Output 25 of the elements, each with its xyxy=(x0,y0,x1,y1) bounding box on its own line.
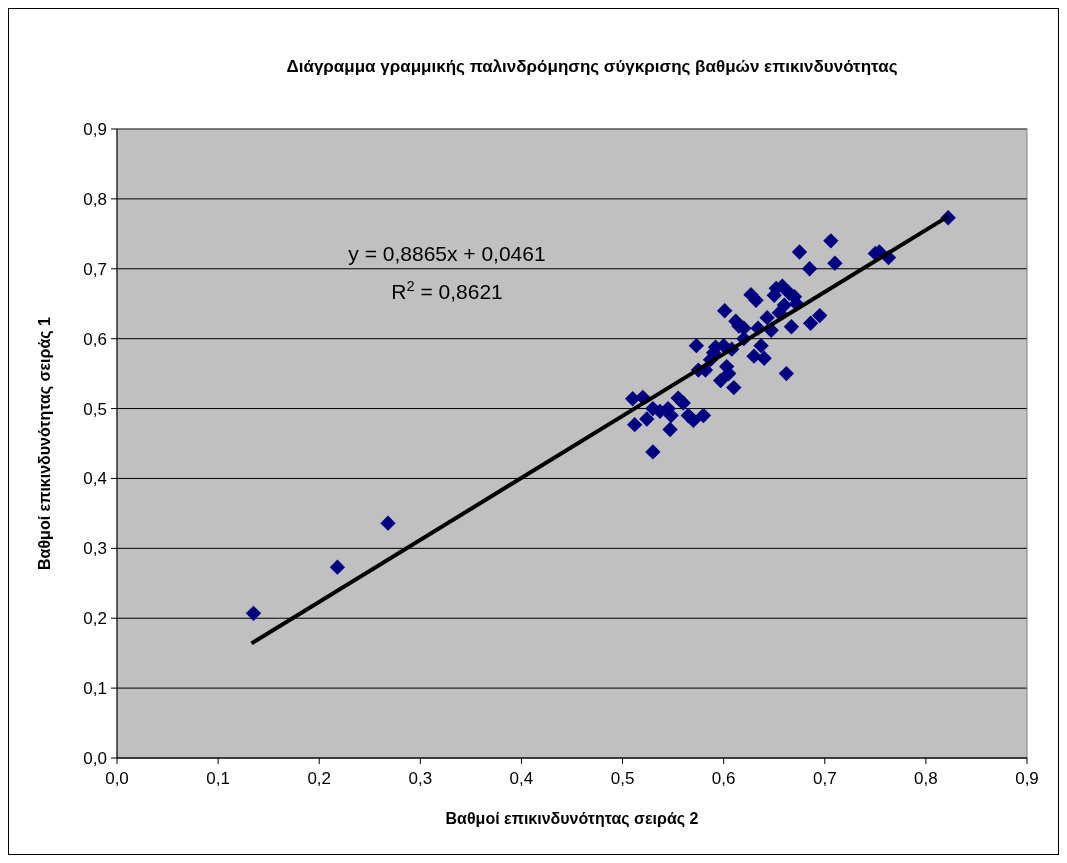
y-tick-label: 0,6 xyxy=(83,329,107,349)
y-tick-label: 0,5 xyxy=(83,399,107,419)
x-tick-label: 0,4 xyxy=(509,769,534,788)
annotation: R$^{2}$ = 0,8621 xyxy=(391,278,503,303)
x-tick-label: 0,2 xyxy=(307,769,332,788)
y-tick-label: 0,2 xyxy=(83,609,107,629)
y-tick-label: 0,7 xyxy=(83,259,107,279)
y-axis-title: Βαθμοί επικινδυνότητας σειράς 1 xyxy=(36,316,54,570)
chart-title: Διάγραμμα γραμμικής παλινδρόμησης σύγκρισης βαθμών επικινδυνότητας xyxy=(286,57,898,76)
x-tick-label: 0,8 xyxy=(914,769,938,788)
x-tick-label: 0,6 xyxy=(711,769,736,788)
y-tick-label: 0,8 xyxy=(83,189,107,209)
y-tick-label: 0,0 xyxy=(83,749,107,768)
x-tick-label: 0,7 xyxy=(812,769,837,788)
x-tick-label: 0,1 xyxy=(206,769,230,788)
y-tick-label: 0,9 xyxy=(83,120,107,139)
x-tick-label: 0,5 xyxy=(610,769,635,788)
y-tick-label: 0,4 xyxy=(83,469,107,489)
y-tick-label: 0,3 xyxy=(83,539,107,559)
x-axis-title: Βαθμοί επικινδυνότητας σειράς 2 xyxy=(445,810,699,828)
x-tick-label: 0,3 xyxy=(408,769,433,788)
y-tick-label: 0,1 xyxy=(83,679,107,699)
x-tick-label: 0,0 xyxy=(105,769,129,788)
x-tick-label: 0,9 xyxy=(1015,769,1039,788)
annotation: y = 0,8865x + 0,0461 xyxy=(348,242,546,265)
